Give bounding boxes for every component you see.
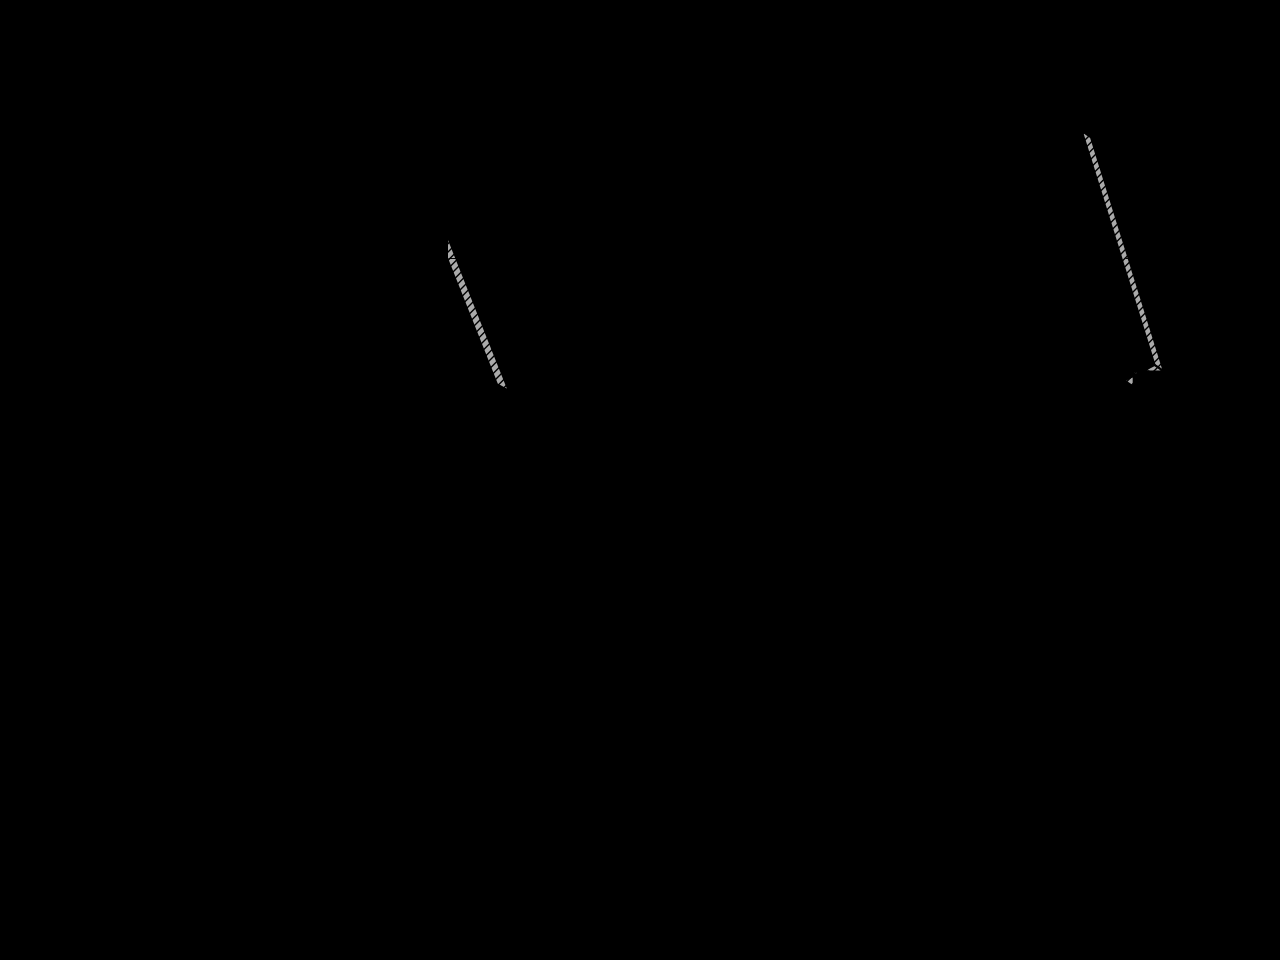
Text: A-A断面: A-A断面 <box>1155 452 1198 468</box>
Text: ϕd₃: ϕd₃ <box>1032 328 1052 342</box>
Text: d₃：座金の内径: d₃：座金の内径 <box>311 534 394 552</box>
Text: Rr₂: Rr₂ <box>1107 368 1128 382</box>
Text: f₁: f₁ <box>891 184 900 198</box>
Polygon shape <box>394 127 509 391</box>
Polygon shape <box>1124 365 1164 387</box>
Text: 25°: 25° <box>412 52 434 65</box>
Text: ϕd₄: ϕd₄ <box>398 158 420 172</box>
Text: f: f <box>952 31 956 43</box>
Text: A: A <box>942 406 950 419</box>
Text: N：歯の数: N：歯の数 <box>311 746 367 764</box>
Text: ϕd₄: ϕd₄ <box>1044 158 1066 172</box>
Text: A-A断面: A-A断面 <box>536 452 580 468</box>
Text: 25°: 25° <box>1094 62 1116 76</box>
Text: M：舌部から内径面までの距離: M：舌部から内径面までの距離 <box>311 710 466 729</box>
Text: (a): (a) <box>86 43 110 61</box>
Text: M: M <box>228 126 238 139</box>
Text: f：歯の幅: f：歯の幅 <box>311 640 361 658</box>
Text: B₇: B₇ <box>1165 225 1180 239</box>
Text: f: f <box>306 31 310 43</box>
Polygon shape <box>1082 131 1164 372</box>
Text: A: A <box>296 406 303 419</box>
Text: ϕd₅: ϕd₅ <box>769 251 783 272</box>
Text: d₄：歯底の直径: d₄：歯底の直径 <box>311 569 394 588</box>
Text: ϕd₃: ϕd₃ <box>385 328 406 342</box>
Text: A: A <box>296 57 303 70</box>
Text: 以下曲げ舌付き座金のみに適用: 以下曲げ舌付き座金のみに適用 <box>311 816 462 834</box>
Text: M: M <box>874 126 884 139</box>
Text: B₇: B₇ <box>511 226 525 240</box>
Text: r₁：舌曲げ部の丸み: r₁：舌曲げ部の丸み <box>311 887 412 905</box>
Text: d₅：座金の外径: d₅：座金の外径 <box>311 605 394 623</box>
Text: f₁：歯の舌部の幅: f₁：歯の舌部の幅 <box>311 675 401 693</box>
Text: B₂: B₂ <box>1167 372 1183 386</box>
Text: A: A <box>942 57 950 70</box>
Text: ϕd₅: ϕd₅ <box>123 251 137 272</box>
Text: f₁: f₁ <box>244 184 253 198</box>
Text: B₂：舌部の長さ: B₂：舌部の長さ <box>311 852 396 870</box>
Text: B₇：座金の厚さ: B₇：座金の厚さ <box>311 499 396 516</box>
Text: (b): (b) <box>732 43 758 61</box>
